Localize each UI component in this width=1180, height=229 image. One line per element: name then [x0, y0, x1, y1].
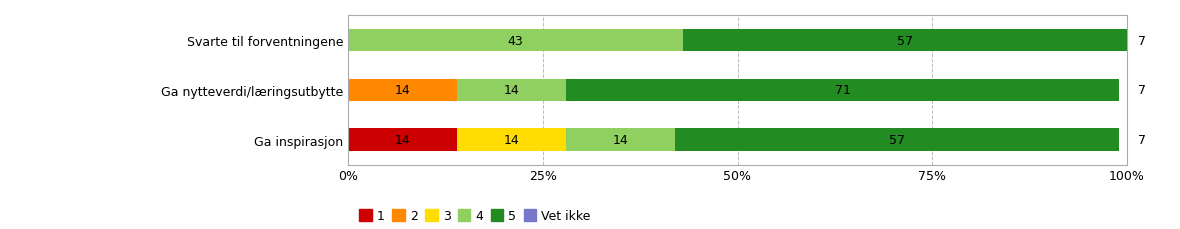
Legend: 1, 2, 3, 4, 5, Vet ikke: 1, 2, 3, 4, 5, Vet ikke: [354, 204, 596, 227]
Bar: [566, 129, 675, 151]
Text: 14: 14: [395, 134, 411, 147]
Text: 7: 7: [1138, 84, 1146, 97]
Text: 7: 7: [1138, 134, 1146, 147]
Bar: [566, 79, 1119, 102]
Text: 7: 7: [1138, 34, 1146, 47]
Bar: [457, 129, 566, 151]
Bar: [457, 79, 566, 102]
Text: 14: 14: [504, 84, 519, 97]
Bar: [683, 30, 1127, 52]
Bar: [348, 129, 457, 151]
Text: 57: 57: [897, 34, 913, 47]
Text: 14: 14: [504, 134, 519, 147]
Bar: [348, 30, 683, 52]
Text: 14: 14: [612, 134, 629, 147]
Text: 14: 14: [395, 84, 411, 97]
Bar: [675, 129, 1119, 151]
Text: 57: 57: [890, 134, 905, 147]
Bar: [348, 79, 457, 102]
Text: 71: 71: [834, 84, 851, 97]
Text: 43: 43: [507, 34, 524, 47]
